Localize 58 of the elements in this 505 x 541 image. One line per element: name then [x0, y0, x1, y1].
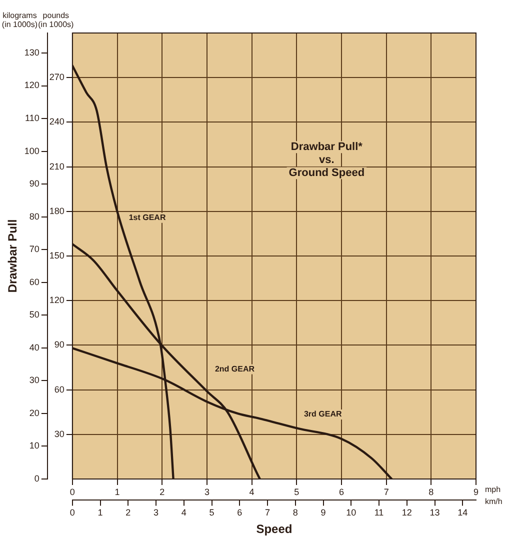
- text: mph: [485, 485, 501, 494]
- x-tick-label: 7: [384, 486, 389, 497]
- text: 2nd GEAR: [214, 364, 255, 374]
- text: km/h: [485, 497, 502, 506]
- text: kilograms (in 1000s): [2, 11, 38, 30]
- x-tick-label: 3: [204, 486, 210, 497]
- y-tick-label: 30: [29, 375, 40, 386]
- y2-tick-label: 60: [54, 384, 64, 394]
- x-tick-label: 4: [249, 486, 254, 497]
- y-tick-label: 40: [29, 342, 40, 352]
- y2-tick-label: 90: [54, 340, 64, 350]
- y-tick-label: 0: [34, 473, 40, 484]
- x2-tick-label: 14: [458, 508, 468, 518]
- y2-tick-label: 150: [49, 250, 64, 260]
- x2-tick-label: 10: [346, 508, 356, 518]
- y2-tick-label: 240: [49, 116, 64, 127]
- y2-tick-label: 180: [49, 206, 64, 216]
- y2-tick-label: 30: [54, 428, 64, 439]
- x2-tick-label: 11: [374, 508, 384, 518]
- y-tick-label: 110: [25, 113, 40, 124]
- y-tick-label: 90: [29, 178, 40, 189]
- y-axis-title: Drawbar Pull: [6, 219, 20, 293]
- x2-tick-label: 1: [98, 508, 103, 518]
- text: pounds (in 1000s): [38, 11, 74, 30]
- x2-tick-label: 5: [209, 508, 214, 518]
- series-label: 1st GEAR: [128, 213, 166, 222]
- y-tick-label: 50: [29, 310, 40, 320]
- x-tick-label: 9: [473, 486, 479, 497]
- x-tick-label: 0: [70, 486, 75, 497]
- x2-tick-label: 3: [154, 508, 159, 518]
- x2-tick-label: 12: [402, 508, 412, 518]
- series-label: 3rd GEAR: [304, 410, 342, 419]
- y-tick-label: 100: [24, 146, 40, 156]
- y-tick-label: 60: [29, 276, 40, 287]
- y-tick-label: 120: [24, 80, 40, 90]
- x-tick-label: 2: [160, 486, 165, 497]
- x2-tick-label: 8: [292, 508, 298, 518]
- x-tick-label: 8: [428, 486, 434, 497]
- x2-tick-label: 0: [70, 508, 75, 518]
- x2-tick-label: 6: [237, 508, 242, 518]
- x-tick-label: 5: [294, 486, 300, 497]
- x2-tick-label: 13: [430, 508, 440, 518]
- x-tick-label: 1: [114, 486, 120, 497]
- text: Drawbar Pull* vs. Ground Speed: [288, 141, 365, 180]
- y2-tick-label: 120: [49, 295, 64, 306]
- y-tick-label: 130: [24, 47, 40, 58]
- y-tick-label: 70: [29, 244, 40, 254]
- y-tick-label: 80: [29, 211, 40, 222]
- x2-tick-label: 9: [320, 508, 326, 518]
- x-axis-title: Speed: [256, 522, 292, 536]
- x-tick-label: 6: [338, 486, 344, 497]
- y-tick-label: 20: [29, 408, 40, 418]
- x2-tick-label: 2: [126, 508, 131, 518]
- y2-tick-label: 270: [49, 72, 64, 82]
- x2-tick-label: 7: [265, 508, 270, 518]
- x2-tick-label: 4: [181, 508, 186, 518]
- y-tick-label: 10: [29, 440, 40, 451]
- y2-tick-label: 210: [49, 161, 64, 172]
